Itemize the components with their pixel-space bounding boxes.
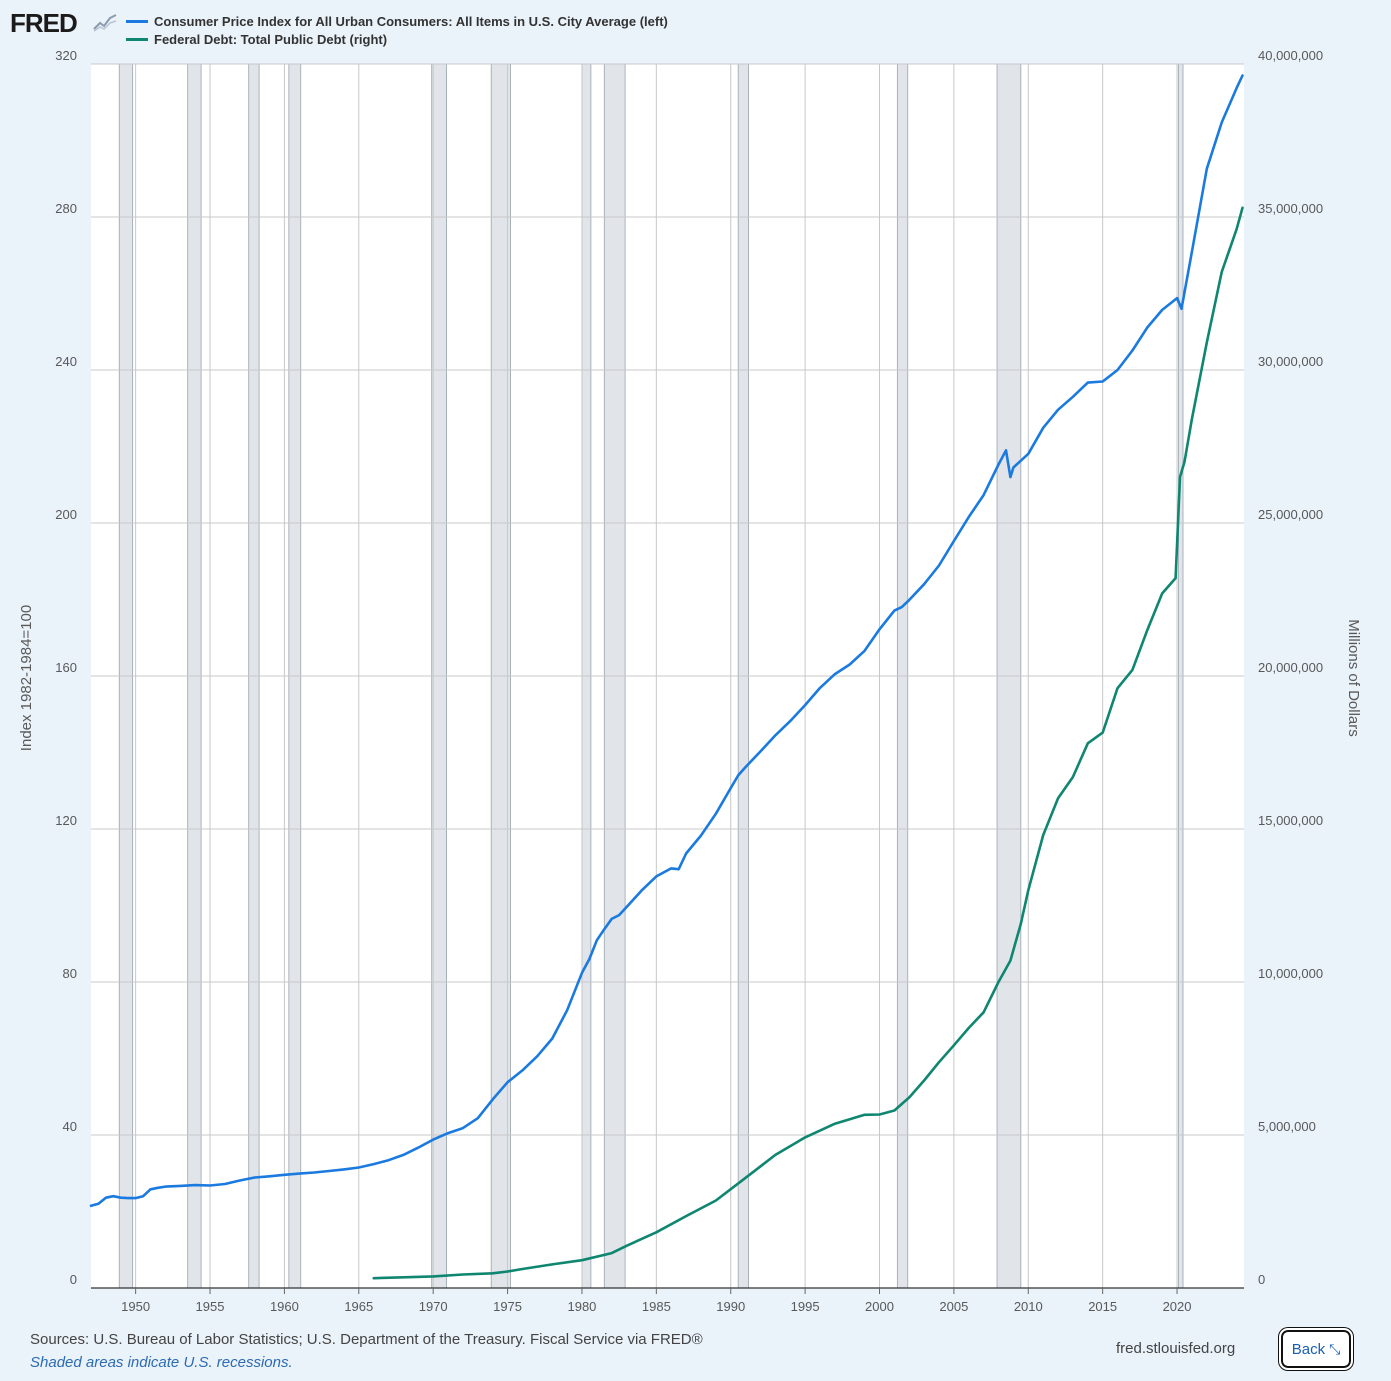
legend-item-cpi[interactable]: Consumer Price Index for All Urban Consu… bbox=[126, 12, 668, 30]
y-right-tick-label-8: 40,000,000 bbox=[1258, 48, 1323, 63]
x-tick-label-2: 1960 bbox=[270, 1299, 299, 1314]
legend-swatch-debt bbox=[126, 37, 148, 41]
x-tick-label-7: 1985 bbox=[642, 1299, 671, 1314]
y-left-tick-label-2: 80 bbox=[63, 966, 77, 981]
series-line-debt bbox=[372, 206, 1244, 1280]
y-axis-title-left: Index 1982-1984=100 bbox=[18, 605, 35, 751]
x-tick-label-4: 1970 bbox=[419, 1299, 448, 1314]
y-right-tick-label-5: 25,000,000 bbox=[1258, 507, 1323, 522]
sources-text: Sources: U.S. Bureau of Labor Statistics… bbox=[30, 1331, 703, 1348]
x-tick-label-10: 2000 bbox=[865, 1299, 894, 1314]
back-button[interactable]: Back ⤡ bbox=[1280, 1329, 1352, 1369]
x-tick-label-8: 1990 bbox=[716, 1299, 745, 1314]
recession-note: Shaded areas indicate U.S. recessions. bbox=[30, 1354, 293, 1371]
x-tick-label-3: 1965 bbox=[344, 1299, 373, 1314]
y-left-tick-label-7: 280 bbox=[55, 201, 77, 216]
y-right-tick-label-4: 20,000,000 bbox=[1258, 660, 1323, 675]
y-right-tick-label-2: 10,000,000 bbox=[1258, 966, 1323, 981]
x-tick-label-13: 2015 bbox=[1088, 1299, 1117, 1314]
x-tick-label-12: 2010 bbox=[1014, 1299, 1043, 1314]
site-link[interactable]: fred.stlouisfed.org bbox=[1116, 1340, 1236, 1357]
x-tick-label-1: 1955 bbox=[196, 1299, 225, 1314]
x-tick-label-9: 1995 bbox=[791, 1299, 820, 1314]
legend-item-debt[interactable]: Federal Debt: Total Public Debt (right) bbox=[126, 30, 668, 48]
axes: 1950 1955 1960 1965 1970 1975 1980 1985 1990 1995… bbox=[55, 48, 1323, 1314]
fred-logo: FRED bbox=[10, 8, 78, 38]
x-tick-label-14: 2020 bbox=[1163, 1299, 1192, 1314]
x-tick-label-11: 2005 bbox=[939, 1299, 968, 1314]
y-right-tick-label-7: 35,000,000 bbox=[1258, 201, 1323, 216]
chart-legend: Consumer Price Index for All Urban Consu… bbox=[126, 12, 668, 48]
grid-lines bbox=[91, 63, 1244, 1289]
collapse-icon: ⤡ bbox=[1329, 1340, 1341, 1357]
y-right-tick-label-1: 5,000,000 bbox=[1258, 1119, 1316, 1134]
y-left-tick-label-3: 120 bbox=[55, 813, 77, 828]
y-left-tick-label-0: 0 bbox=[70, 1272, 77, 1287]
series-lines bbox=[89, 74, 1244, 1280]
legend-label-debt: Federal Debt: Total Public Debt (right) bbox=[154, 31, 388, 47]
y-left-tick-label-5: 200 bbox=[55, 507, 77, 522]
x-tick-label-0: 1950 bbox=[121, 1299, 150, 1314]
y-left-tick-label-6: 240 bbox=[55, 354, 77, 369]
x-tick-label-5: 1975 bbox=[493, 1299, 522, 1314]
y-right-tick-label-0: 0 bbox=[1258, 1272, 1265, 1287]
y-right-tick-label-3: 15,000,000 bbox=[1258, 813, 1323, 828]
x-tick-label-6: 1980 bbox=[567, 1299, 596, 1314]
y-left-tick-label-4: 160 bbox=[55, 660, 77, 675]
y-left-tick-label-8: 320 bbox=[55, 48, 77, 63]
legend-swatch-cpi bbox=[126, 19, 148, 23]
fred-chart-icon bbox=[92, 12, 118, 32]
y-axis-title-right: Millions of Dollars bbox=[1345, 619, 1362, 737]
series-line-cpi bbox=[89, 74, 1244, 1208]
back-button-label: Back bbox=[1291, 1340, 1326, 1358]
y-right-tick-label-6: 30,000,000 bbox=[1258, 354, 1323, 369]
y-left-tick-label-1: 40 bbox=[63, 1119, 77, 1134]
legend-label-cpi: Consumer Price Index for All Urban Consu… bbox=[154, 13, 668, 29]
